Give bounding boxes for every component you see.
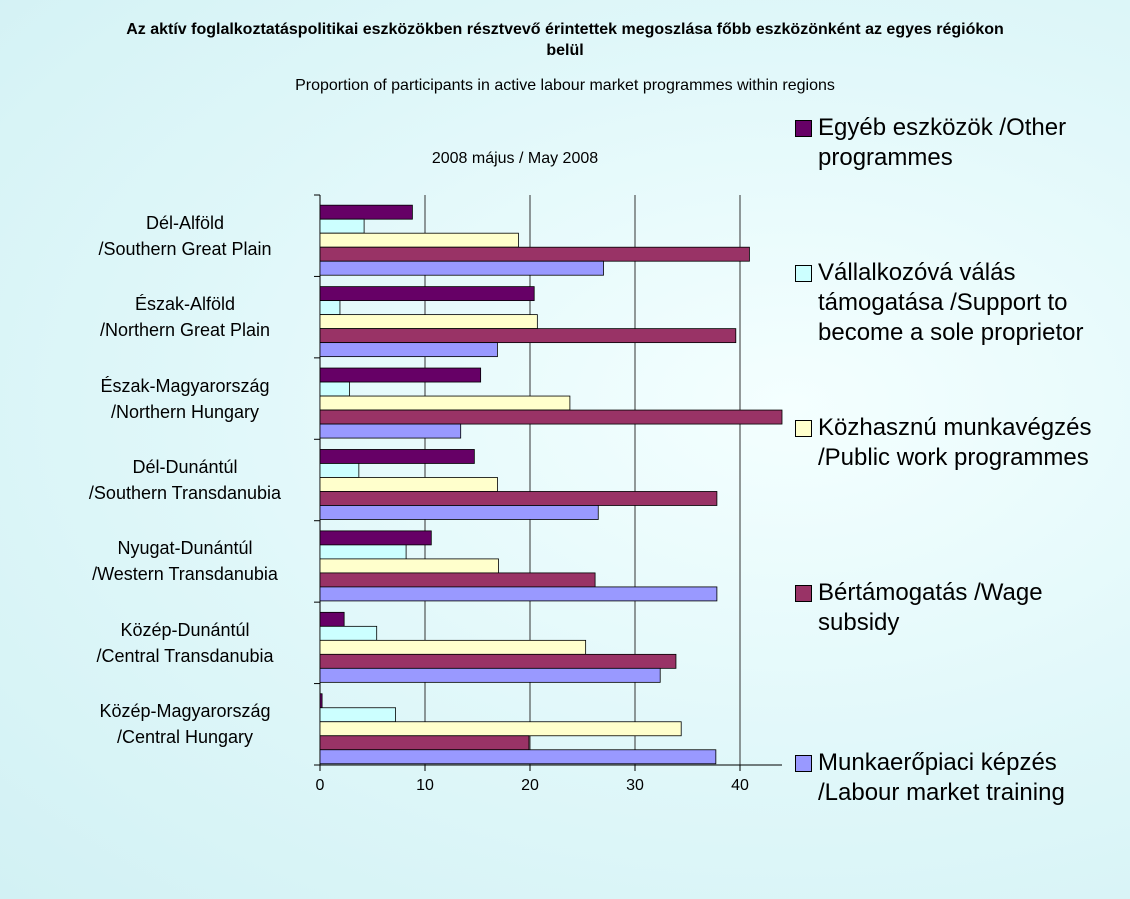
legend-swatch — [795, 755, 812, 772]
x-tick-label: 10 — [416, 777, 434, 794]
y-tick-label: Közép-Dunántúl /Central Transdanubia — [96, 619, 274, 666]
chart-subtitle: Proportion of participants in active lab… — [295, 77, 835, 94]
bar — [319, 449, 475, 464]
y-tick-label: Közép-Magyarország /Central Hungary — [99, 701, 271, 748]
x-tick-label: 40 — [731, 777, 749, 794]
bar — [319, 232, 519, 248]
bar — [319, 530, 432, 546]
legend-swatch — [795, 120, 812, 137]
bar — [319, 260, 604, 276]
legend-swatch — [795, 585, 812, 602]
y-tick-label: Észak-Magyarország /Northern Hungary — [100, 375, 270, 422]
bar — [319, 286, 535, 302]
bar — [319, 409, 783, 425]
bar — [319, 423, 462, 439]
bar — [319, 314, 538, 330]
legend-label: Munkaerőpiaci képzés /Labour market trai… — [818, 749, 1065, 806]
x-tick-label: 20 — [521, 777, 539, 794]
y-tick-label: Észak-Alföld /Northern Great Plain — [99, 294, 271, 341]
bar — [319, 477, 498, 492]
bar — [319, 653, 677, 669]
x-tick-label: 30 — [626, 777, 644, 794]
bar — [319, 586, 718, 602]
bar — [319, 639, 587, 655]
bar — [319, 367, 482, 383]
annotation: 2008 május / May 2008 — [431, 150, 599, 167]
bar — [319, 328, 737, 344]
bar — [319, 558, 499, 574]
bar — [319, 395, 571, 411]
bar — [319, 667, 661, 683]
bar — [319, 342, 498, 358]
bar — [319, 735, 530, 751]
bar — [319, 749, 717, 765]
y-tick-label: Nyugat-Dunántúl /Western Transdanubia — [92, 538, 278, 585]
legend-swatch — [795, 420, 812, 437]
x-tick-label: 0 — [316, 777, 325, 794]
bar — [319, 204, 413, 220]
legend-label: Bértámogatás /Wage subsidy — [818, 579, 1043, 636]
chart-title: Az aktív foglalkoztatáspolitikai eszközö… — [126, 21, 1004, 59]
bar — [319, 246, 750, 262]
bar — [319, 572, 596, 588]
bar — [319, 505, 599, 520]
y-tick-label: Dél-Alföld /Southern Great Plain — [98, 212, 272, 259]
legend-swatch — [795, 265, 812, 282]
y-tick-label: Dél-Dunántúl /Southern Transdanubia — [88, 457, 282, 503]
bar — [319, 491, 718, 506]
legend-label: Egyéb eszközök /Other programmes — [818, 114, 1067, 171]
bar — [319, 721, 682, 737]
legend-label: Közhasznú munkavégzés /Public work progr… — [818, 414, 1092, 471]
legend-label: Vállalkozóvá válás támogatása /Support t… — [818, 259, 1084, 346]
